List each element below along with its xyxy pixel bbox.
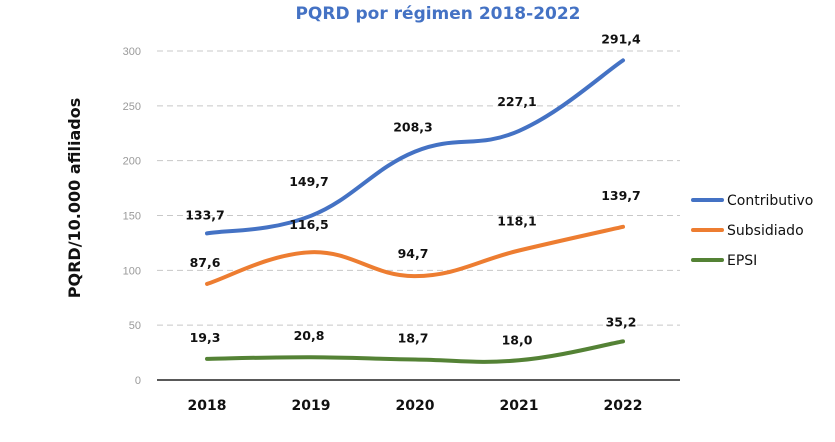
data-label: 291,4 (601, 31, 641, 46)
data-label: 94,7 (398, 246, 429, 261)
chart-title: PQRD por régimen 2018-2022 (295, 4, 580, 24)
data-labels: 133,7 149,7 208,3 227,1 291,4 87,6 116,5 94,7 11… (185, 31, 641, 347)
data-label: 139,7 (601, 188, 641, 203)
series-line-subsidiado (205, 224, 625, 286)
data-label: 149,7 (289, 174, 329, 189)
x-tick-label: 2021 (500, 398, 539, 414)
x-tick-label: 2022 (604, 398, 643, 414)
legend-label: EPSI (727, 253, 757, 269)
legend-label: Subsidiado (727, 223, 804, 239)
x-tick-label: 2020 (396, 398, 435, 414)
y-tick-label: 150 (123, 211, 141, 223)
data-label: 116,5 (289, 217, 329, 232)
data-label: 87,6 (190, 255, 221, 270)
series-line-epsi (205, 339, 625, 364)
y-tick-label: 300 (123, 46, 141, 58)
x-tick-label: 2018 (188, 398, 227, 414)
x-axis-ticks: 2018 2019 2020 2021 2022 (188, 398, 643, 414)
data-label: 19,3 (190, 330, 221, 345)
series-lines (205, 58, 625, 364)
y-tick-label: 100 (123, 265, 141, 277)
data-label: 35,2 (606, 314, 637, 329)
legend: Contributivo Subsidiado EPSI (691, 193, 813, 269)
data-label: 18,7 (398, 330, 429, 345)
series-line-contributivo (205, 58, 625, 236)
data-label: 133,7 (185, 207, 225, 222)
x-tick-label: 2019 (292, 398, 331, 414)
y-tick-label: 50 (129, 320, 141, 332)
y-tick-label: 250 (123, 101, 141, 113)
legend-label: Contributivo (727, 193, 813, 209)
data-label: 227,1 (497, 94, 537, 109)
data-label: 208,3 (393, 120, 433, 135)
gridlines (157, 50, 680, 381)
data-label: 18,0 (502, 332, 533, 347)
y-tick-label: 0 (135, 375, 141, 387)
y-axis-label: PQRD/10.000 afiliados (65, 98, 84, 298)
y-tick-label: 200 (123, 156, 141, 168)
data-label: 118,1 (497, 213, 537, 228)
data-label: 20,8 (294, 328, 325, 343)
y-axis-ticks: 0 50 100 150 200 250 300 (123, 46, 141, 387)
